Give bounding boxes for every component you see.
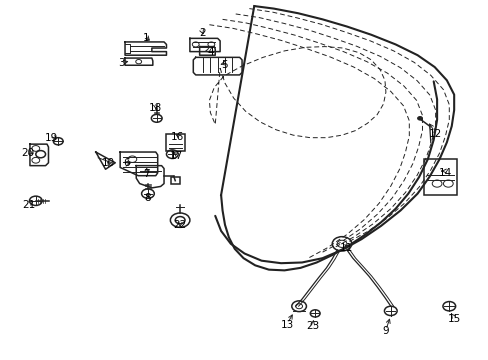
Text: 12: 12	[428, 129, 441, 139]
Circle shape	[417, 117, 422, 120]
Text: 13: 13	[280, 320, 293, 330]
Text: 20: 20	[21, 148, 34, 158]
Text: 11: 11	[340, 243, 353, 253]
Text: 6: 6	[123, 158, 129, 168]
Text: 17: 17	[169, 150, 183, 161]
Bar	[423, 159, 456, 195]
Text: 15: 15	[447, 314, 460, 324]
Text: 7: 7	[142, 168, 149, 179]
Text: 14: 14	[438, 168, 451, 178]
Text: 18: 18	[149, 103, 162, 113]
Text: 23: 23	[305, 321, 319, 331]
Text: 9: 9	[382, 326, 388, 336]
Text: 4: 4	[206, 47, 213, 57]
Text: 2: 2	[199, 28, 206, 38]
Text: 22: 22	[173, 220, 186, 230]
Text: 16: 16	[170, 132, 183, 142]
Text: 10: 10	[101, 158, 114, 168]
Text: 5: 5	[220, 60, 227, 70]
Text: 21: 21	[22, 200, 36, 210]
Text: 19: 19	[45, 133, 59, 143]
Text: 3: 3	[118, 58, 124, 68]
Bar	[171, 177, 180, 184]
Text: 1: 1	[142, 33, 149, 43]
Text: 8: 8	[144, 193, 151, 203]
Bar	[166, 134, 184, 151]
